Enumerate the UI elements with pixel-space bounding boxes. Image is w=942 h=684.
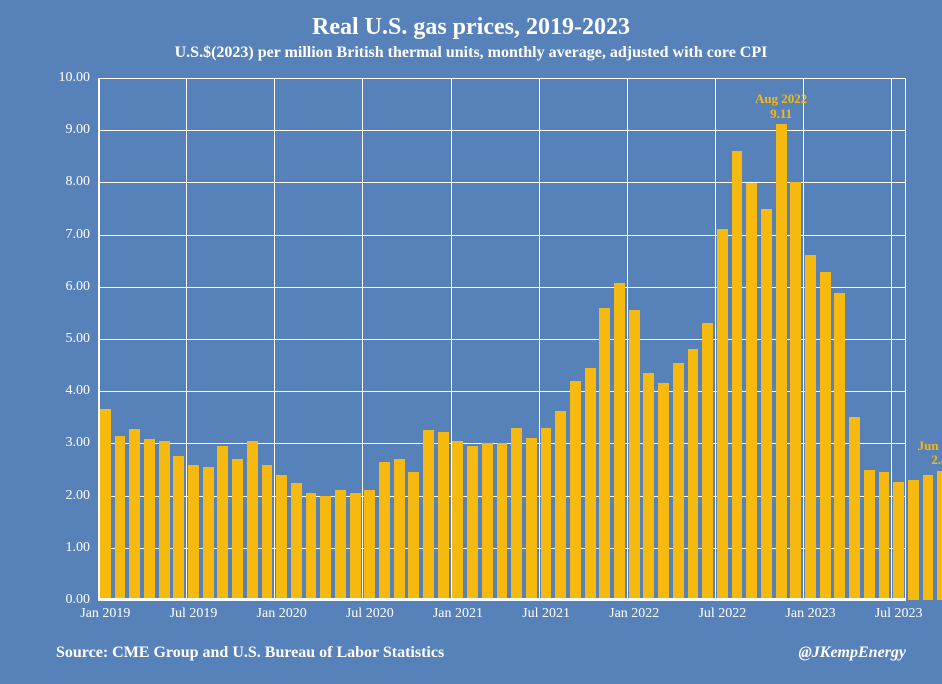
xtick-label: Jul 2021: [522, 606, 570, 622]
ytick-label: 9.00: [42, 122, 90, 138]
data-bar: [849, 417, 860, 600]
data-bar: [247, 441, 258, 600]
annotation-label: Aug 2022: [755, 92, 807, 106]
data-bar: [893, 482, 904, 600]
data-bar: [629, 310, 640, 600]
xtick-label: Jan 2023: [785, 606, 835, 622]
data-bar: [291, 483, 302, 600]
annotation-value: 2.47: [918, 453, 942, 467]
chart-title: Real U.S. gas prices, 2019-2023: [0, 14, 942, 41]
ytick-label: 10.00: [42, 70, 90, 86]
data-bar: [658, 383, 669, 600]
bars-layer: [98, 78, 906, 600]
data-bar: [203, 467, 214, 600]
xtick-label: Jan 2020: [257, 606, 307, 622]
data-bar: [599, 308, 610, 600]
data-bar: [834, 293, 845, 600]
xtick-label: Jan 2022: [609, 606, 659, 622]
data-bar: [482, 443, 493, 600]
xtick-label: Jul 2022: [698, 606, 746, 622]
data-bar: [908, 480, 919, 600]
annotation-value: 9.11: [755, 107, 807, 121]
ytick-label: 1.00: [42, 540, 90, 556]
attribution-text: @JKempEnergy: [798, 644, 906, 662]
data-bar: [511, 428, 522, 600]
annotation-label: Jun 2023: [918, 439, 942, 453]
data-bar: [379, 462, 390, 600]
data-bar: [364, 490, 375, 600]
data-bar: [232, 459, 243, 600]
data-bar: [100, 409, 111, 600]
data-bar: [570, 381, 581, 600]
chart-annotation: Aug 20229.11: [755, 92, 807, 121]
data-bar: [614, 283, 625, 600]
x-axis: [98, 598, 906, 600]
xtick-label: Jul 2019: [170, 606, 218, 622]
data-bar: [776, 124, 787, 600]
data-bar: [717, 229, 728, 600]
data-bar: [262, 465, 273, 600]
data-bar: [320, 496, 331, 600]
data-bar: [438, 432, 449, 600]
data-bar: [526, 438, 537, 600]
xtick-label: Jul 2023: [875, 606, 923, 622]
ytick-label: 2.00: [42, 488, 90, 504]
data-bar: [394, 459, 405, 600]
data-bar: [688, 349, 699, 600]
source-text: Source: CME Group and U.S. Bureau of Lab…: [56, 644, 444, 662]
data-bar: [923, 475, 934, 600]
data-bar: [129, 429, 140, 600]
ytick-label: 5.00: [42, 331, 90, 347]
data-bar: [497, 443, 508, 600]
ytick-label: 6.00: [42, 279, 90, 295]
data-bar: [805, 255, 816, 600]
data-bar: [643, 373, 654, 600]
data-bar: [144, 439, 155, 600]
xtick-label: Jan 2019: [80, 606, 130, 622]
ytick-label: 3.00: [42, 435, 90, 451]
data-bar: [452, 441, 463, 600]
data-bar: [541, 428, 552, 600]
data-bar: [879, 472, 890, 600]
data-bar: [350, 493, 361, 600]
data-bar: [173, 456, 184, 600]
data-bar: [217, 446, 228, 600]
data-bar: [115, 436, 126, 600]
data-bar: [585, 368, 596, 600]
plot-area: Aug 20229.11Jun 20232.47: [98, 78, 906, 600]
chart-subtitle: U.S.$(2023) per million British thermal …: [0, 44, 942, 62]
data-bar: [937, 471, 942, 600]
data-bar: [188, 465, 199, 600]
data-bar: [702, 323, 713, 600]
data-bar: [761, 209, 772, 601]
data-bar: [673, 363, 684, 601]
gridline-h: [98, 600, 906, 601]
data-bar: [820, 272, 831, 600]
data-bar: [335, 490, 346, 600]
y-axis: [98, 78, 100, 600]
data-bar: [864, 470, 875, 601]
data-bar: [423, 430, 434, 600]
data-bar: [276, 475, 287, 600]
data-bar: [555, 411, 566, 600]
data-bar: [732, 151, 743, 600]
data-bar: [159, 441, 170, 600]
data-bar: [467, 446, 478, 600]
data-bar: [790, 182, 801, 600]
ytick-label: 8.00: [42, 174, 90, 190]
ytick-label: 7.00: [42, 227, 90, 243]
ytick-label: 4.00: [42, 383, 90, 399]
data-bar: [306, 493, 317, 600]
chart-container: Real U.S. gas prices, 2019-2023 U.S.$(20…: [0, 0, 942, 684]
xtick-label: Jan 2021: [433, 606, 483, 622]
chart-annotation: Jun 20232.47: [918, 439, 942, 468]
data-bar: [408, 472, 419, 600]
xtick-label: Jul 2020: [346, 606, 394, 622]
data-bar: [746, 183, 757, 600]
